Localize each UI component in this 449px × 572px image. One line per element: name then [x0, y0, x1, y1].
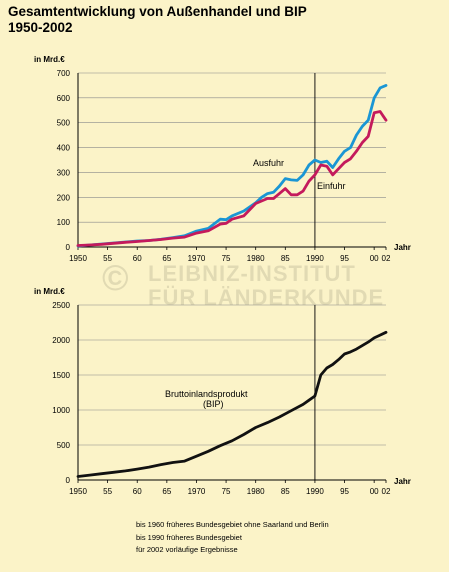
- x-tick-label: 1970: [188, 487, 206, 496]
- chart-title: Gesamtentwicklung von Außenhandel und BI…: [8, 4, 307, 36]
- y-tick-label: 600: [57, 94, 71, 103]
- trade-chart-gridlines: [77, 72, 387, 250]
- x-tick-label: 60: [133, 487, 142, 496]
- x-tick-label: 1950: [69, 487, 87, 496]
- trade-chart-y-axis-label: in Mrd.€: [34, 55, 65, 64]
- trade-chart-x-axis-label: Jahr: [394, 243, 411, 252]
- x-tick-label: 02: [382, 254, 391, 263]
- gdp-chart-x-tick-labels: 1950 55 60 65 1970 75 1980 85 1990 95 00 02: [69, 487, 391, 496]
- einfuhr-annotation: Einfuhr: [317, 181, 346, 191]
- x-tick-label: 00: [370, 254, 379, 263]
- x-tick-label: 1980: [247, 254, 265, 263]
- gdp-chart-x-axis-label: Jahr: [394, 477, 411, 486]
- x-tick-label: 95: [340, 487, 349, 496]
- series-line-einfuhr: [76, 110, 388, 247]
- y-tick-label: 1000: [52, 406, 70, 415]
- gdp-chart-series: [76, 330, 388, 478]
- y-tick-label: 300: [57, 168, 71, 177]
- y-tick-label: 200: [57, 193, 71, 202]
- x-tick-label: 75: [222, 487, 231, 496]
- x-tick-label: 85: [281, 487, 290, 496]
- y-tick-label: 400: [57, 144, 71, 153]
- y-tick-label: 100: [57, 218, 71, 227]
- footnote: bis 1990 früheres Bundesgebiet: [136, 532, 242, 542]
- x-tick-label: 00: [370, 487, 379, 496]
- trade-chart-y-tick-labels: 0 100 200 300 400 500 600 700: [57, 69, 71, 252]
- y-tick-label: 0: [66, 243, 71, 252]
- bip-annotation-line-2: (BIP): [203, 399, 224, 409]
- footnote: für 2002 vorläufige Ergebnisse: [136, 545, 238, 554]
- gdp-chart: 0 500 1000 1500 2000 2500 1950 55 60 65 1970 75 198…: [34, 287, 411, 496]
- series-line-bruttoinlandsprodukt: [76, 330, 388, 478]
- x-tick-label: 1990: [306, 487, 324, 496]
- trade-chart-x-tick-labels: 1950 55 60 65 1970 75 1980 85 1990 95 00 02: [69, 254, 391, 263]
- x-tick-label: 85: [281, 254, 290, 263]
- x-tick-label: 1990: [306, 254, 324, 263]
- x-tick-label: 1970: [188, 254, 206, 263]
- x-tick-label: 02: [382, 487, 391, 496]
- y-tick-label: 500: [57, 441, 71, 450]
- x-tick-label: 55: [103, 487, 112, 496]
- gdp-chart-y-tick-labels: 0 500 1000 1500 2000 2500: [52, 301, 70, 485]
- y-tick-label: 500: [57, 119, 71, 128]
- chart-title-line-2: 1950-2002: [8, 20, 73, 35]
- x-tick-label: 1950: [69, 254, 87, 263]
- y-tick-label: 700: [57, 69, 71, 78]
- y-tick-label: 0: [66, 476, 71, 485]
- gdp-chart-gridlines: [77, 304, 387, 483]
- footnote: bis 1960 früheres Bundesgebiet ohne Saar…: [136, 520, 329, 529]
- x-tick-label: 75: [222, 254, 231, 263]
- y-tick-label: 1500: [52, 371, 70, 380]
- gdp-chart-y-axis-label: in Mrd.€: [34, 287, 65, 296]
- x-tick-label: 60: [133, 254, 142, 263]
- footnotes: bis 1960 früheres Bundesgebiet ohne Saar…: [136, 520, 346, 558]
- ausfuhr-annotation: Ausfuhr: [253, 158, 284, 168]
- y-tick-label: 2000: [52, 336, 70, 345]
- y-tick-label: 2500: [52, 301, 70, 310]
- x-tick-label: 65: [162, 254, 171, 263]
- x-tick-label: 65: [162, 487, 171, 496]
- x-tick-label: 55: [103, 254, 112, 263]
- x-tick-label: 1980: [247, 487, 265, 496]
- x-tick-label: 95: [340, 254, 349, 263]
- bip-annotation-line-1: Bruttoinlandsprodukt: [165, 389, 248, 399]
- trade-chart-series: [76, 84, 388, 248]
- chart-title-line-1: Gesamtentwicklung von Außenhandel und BI…: [8, 4, 307, 19]
